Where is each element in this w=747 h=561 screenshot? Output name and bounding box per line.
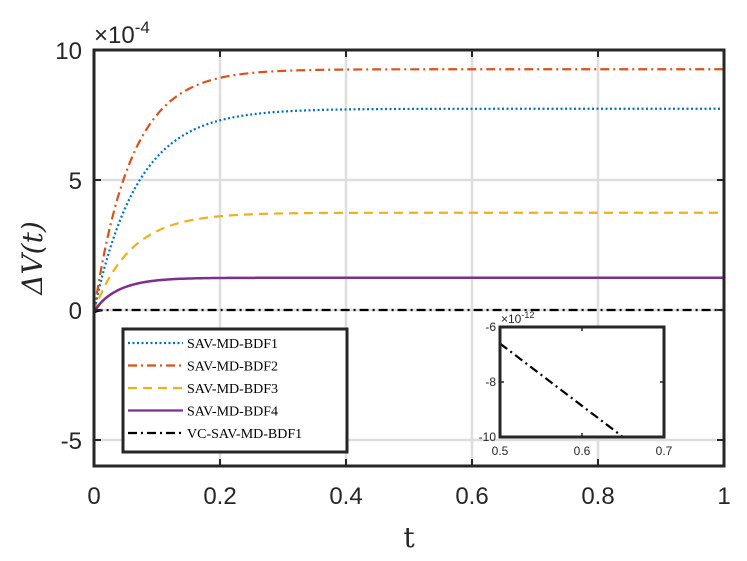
y-tick-label: 5 — [69, 168, 82, 195]
series-line-sav-md-bdf3 — [92, 211, 724, 313]
inset-x-tick-label: 0.6 — [574, 444, 591, 458]
x-tick-label: 0.6 — [455, 483, 488, 510]
y-tick-label: -5 — [61, 428, 82, 455]
legend-label-sav-md-bdf1: SAV-MD-BDF1 — [187, 337, 278, 352]
legend-label-sav-md-bdf4: SAV-MD-BDF4 — [187, 405, 278, 420]
inset-plot-area — [500, 327, 664, 437]
x-tick-label: 0.2 — [203, 483, 236, 510]
y-axis-label: ΔV(t) — [16, 221, 49, 296]
x-tick-label: 0.4 — [329, 483, 362, 510]
x-tick-label: 0.8 — [581, 483, 614, 510]
inset-y-tick-label: -6 — [485, 320, 496, 334]
inset-x-tick-label: 0.7 — [656, 444, 673, 458]
legend-label-sav-md-bdf2: SAV-MD-BDF2 — [187, 360, 278, 375]
inset-y-exponent-label: ×10-12 — [501, 310, 534, 326]
inset-tick-labels: 0.5 0.6 0.7 -10 -8 -6 — [479, 320, 673, 458]
inset-series-lines — [499, 342, 624, 438]
inset-series-line — [499, 342, 624, 438]
series-line-sav-md-bdf1 — [92, 107, 724, 313]
x-tick-label: 0 — [87, 483, 100, 510]
legend-label-vc-sav-md-bdf1: VC-SAV-MD-BDF1 — [187, 427, 302, 442]
x-tick-label: 1 — [717, 483, 730, 510]
inset-y-tick-label: -10 — [479, 430, 497, 444]
series-lines — [92, 68, 724, 314]
x-axis-label: t — [403, 521, 415, 554]
inset-x-tick-label: 0.5 — [492, 444, 509, 458]
inset-y-tick-label: -8 — [485, 375, 496, 389]
legend-label-sav-md-bdf3: SAV-MD-BDF3 — [187, 382, 278, 397]
axis-ticks — [93, 49, 725, 466]
tick-labels: 0 0.2 0.4 0.6 0.8 1 -5 0 5 10 — [55, 38, 730, 510]
legend-box — [121, 327, 349, 454]
y-exponent-label: ×10-4 — [94, 18, 150, 49]
inset-chart: 0.5 0.6 0.7 -10 -8 -6 ×10-12 — [479, 310, 673, 458]
plot-frame — [92, 48, 726, 468]
y-tick-label: 10 — [55, 38, 82, 65]
legend: SAV-MD-BDF1 SAV-MD-BDF2 SAV-MD-BDF3 SAV-MD-… — [121, 327, 349, 454]
series-line-sav-md-bdf4 — [92, 276, 724, 314]
y-tick-label: 0 — [69, 298, 82, 325]
inset-ticks — [499, 326, 665, 438]
